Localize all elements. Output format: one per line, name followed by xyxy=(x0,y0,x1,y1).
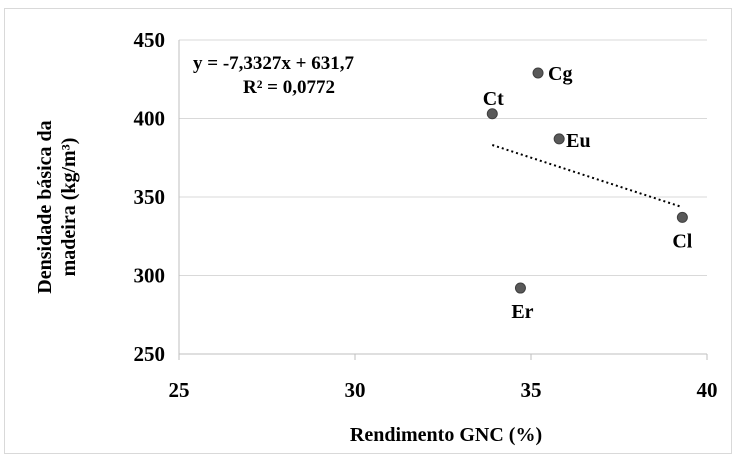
trendline-layer xyxy=(491,144,683,209)
y-tick-label: 350 xyxy=(134,185,166,209)
data-labels: Cg Ct Eu Cl Er xyxy=(483,63,693,323)
data-point-er xyxy=(514,282,526,294)
x-tick-label: 30 xyxy=(345,378,366,402)
trendline-r2: R² = 0,0772 xyxy=(243,77,335,98)
y-tick-label: 450 xyxy=(134,28,166,52)
y-tick-label: 400 xyxy=(134,107,166,131)
x-tick-label: 40 xyxy=(697,378,718,402)
data-point-eu xyxy=(553,133,565,145)
data-points xyxy=(486,67,688,294)
linear-trendline xyxy=(491,144,683,209)
y-axis-title-line-1: Densidade básica da xyxy=(34,120,56,293)
x-tick-label: 25 xyxy=(169,378,190,402)
data-label-cl: Cl xyxy=(672,230,692,252)
y-tick-label: 300 xyxy=(134,264,166,288)
data-point-ct xyxy=(486,108,498,120)
data-label-er: Er xyxy=(511,301,533,323)
chart-frame: Cg Ct Eu Cl Er 250 300 350 400 450 25 30 35 40 y = -… xyxy=(4,8,732,454)
data-label-ct: Ct xyxy=(483,88,504,110)
x-tick-label: 35 xyxy=(521,378,542,402)
data-point-cg xyxy=(532,67,544,79)
data-label-eu: Eu xyxy=(566,130,590,152)
tick-labels: 250 300 350 400 450 25 30 35 40 xyxy=(134,28,718,402)
axes xyxy=(178,40,708,360)
data-point-cl xyxy=(676,211,688,223)
scatter-chart: Cg Ct Eu Cl Er 250 300 350 400 450 25 30 35 40 y = -… xyxy=(34,28,718,446)
data-label-cg: Cg xyxy=(548,63,572,85)
grid-lines xyxy=(179,39,707,276)
trendline-equation: y = -7,3327x + 631,7 xyxy=(193,53,354,74)
y-axis-title: Densidade básica da madeira (kg/m³) xyxy=(34,120,80,293)
y-axis-title-line-2: madeira (kg/m³) xyxy=(58,138,80,277)
y-tick-label: 250 xyxy=(134,342,166,366)
x-axis-title: Rendimento GNC (%) xyxy=(350,424,542,446)
